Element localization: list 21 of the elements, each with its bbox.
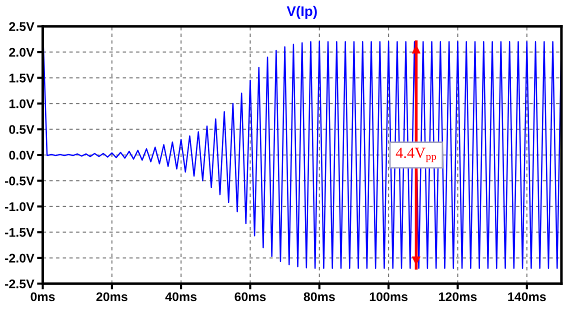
y-tick-label: -2.0V [5,254,34,263]
y-tick-label: 0.0V [9,150,34,160]
y-tick-label: -1.0V [5,202,34,212]
y-tick-label: -0.5V [5,176,34,186]
y-tick-label: 2.0V [9,48,34,57]
y-tick-label: 0.5V [9,125,34,134]
x-tick-label: 140ms [508,292,546,302]
series-label: V(Ip) [286,6,317,19]
x-tick-label: 100ms [370,292,408,302]
x-tick-label: 80ms [304,292,335,302]
x-tick-label: 20ms [96,292,128,302]
x-tick-label: 60ms [234,292,266,302]
x-tick-label: 0ms [30,292,55,302]
y-tick-label: 2.5V [9,22,34,31]
y-tick-label: 1.5V [9,74,34,82]
x-tick-label: 120ms [439,292,477,302]
x-tick-label: 40ms [165,292,197,302]
annotation: 4.4V$_{pp}$ [396,148,436,162]
y-tick-label: -1.5V [5,228,34,237]
y-tick-label: 1.0V [9,99,34,108]
y-tick-label: -2.5V [5,279,34,288]
